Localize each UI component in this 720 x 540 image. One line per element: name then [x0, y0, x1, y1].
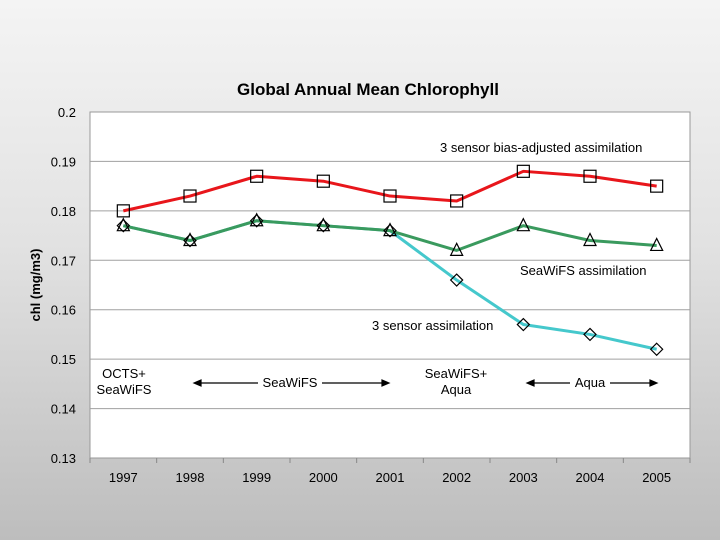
annotation-bias-adjusted: 3 sensor bias-adjusted assimilation [440, 140, 642, 155]
x-tick-label: 2000 [309, 470, 338, 485]
annotation-octs-line2: SeaWiFS [97, 382, 152, 397]
data-point-triangle [449, 242, 464, 256]
data-point-square [583, 169, 597, 183]
data-point-square [183, 189, 197, 203]
annotation-octs-line1: OCTS+ [102, 366, 146, 381]
data-point-square [650, 179, 664, 193]
x-tick-label: 2002 [442, 470, 471, 485]
data-point-square [383, 189, 397, 203]
x-tick-label: 1997 [109, 470, 138, 485]
data-point-triangle [383, 222, 397, 237]
y-tick-label: 0.13 [51, 451, 76, 466]
x-axis-ticks: 1997 1998 1999 2000 2001 2002 2003 2004 2005 [89, 458, 691, 485]
annotation-three-sensor: 3 sensor assimilation [372, 318, 493, 333]
series-line [123, 169, 657, 213]
annotation-seawifs-period: SeaWiFS [263, 375, 318, 390]
seawifs-period-arrowhead-left [192, 379, 202, 387]
data-point-diamond [383, 223, 397, 238]
data-point-diamond [516, 317, 531, 332]
data-point-diamond [316, 218, 331, 233]
data-point-triangle [516, 217, 531, 232]
data-point-diamond [183, 233, 197, 248]
y-tick-label: 0.16 [51, 303, 76, 318]
x-tick-label: 1999 [242, 470, 271, 485]
data-point-square [250, 169, 264, 183]
y-tick-label: 0.15 [51, 352, 76, 367]
x-tick-label: 2001 [376, 470, 405, 485]
data-point-triangle [583, 232, 597, 247]
seawifs-period-arrowhead-right [381, 379, 391, 387]
series-group [116, 164, 664, 357]
y-tick-label: 0.18 [51, 204, 76, 219]
data-point-square [316, 174, 330, 188]
y-axis-label: chl (mg/m3) [28, 249, 43, 322]
data-point-diamond [116, 218, 131, 233]
aqua-period-arrowhead-right [649, 379, 659, 387]
annotation-seawifs-assimilation: SeaWiFS assimilation [520, 263, 646, 278]
y-tick-label: 0.19 [51, 154, 76, 169]
data-point-diamond [583, 327, 597, 342]
data-point-diamond [249, 213, 264, 228]
y-tick-label: 0.2 [58, 105, 76, 120]
data-point-square [516, 164, 530, 178]
series-square [123, 169, 657, 213]
data-point-square [116, 204, 130, 218]
annotation-seawifs-aqua-line1: SeaWiFS+ [425, 366, 488, 381]
annotation-seawifs-aqua-line2: Aqua [441, 382, 472, 397]
x-tick-label: 1998 [176, 470, 205, 485]
plot-background [89, 111, 691, 459]
y-tick-label: 0.17 [51, 253, 76, 268]
data-point-triangle [316, 217, 331, 232]
y-tick-label: 0.14 [51, 402, 76, 417]
y-axis-ticks: 0.2 0.19 0.18 0.17 0.16 0.15 0.14 0.13 [51, 105, 76, 466]
data-point-triangle [249, 212, 264, 227]
data-point-diamond [449, 273, 464, 287]
grid-lines [90, 160, 690, 410]
x-tick-label: 2005 [642, 470, 671, 485]
x-tick-label: 2003 [509, 470, 538, 485]
plot-area [89, 111, 691, 459]
series-line [123, 219, 657, 252]
annotation-aqua-period: Aqua [575, 375, 606, 390]
x-tick-label: 2004 [576, 470, 605, 485]
data-point-triangle [649, 237, 664, 252]
chart-title: Global Annual Mean Chlorophyll [237, 80, 499, 99]
data-point-triangle [116, 217, 131, 232]
data-point-square [450, 194, 464, 208]
data-point-triangle [183, 232, 197, 247]
aqua-period-arrowhead-left [525, 379, 535, 387]
data-point-diamond [649, 342, 664, 357]
series-triangle [123, 219, 657, 252]
period-arrows [192, 379, 659, 387]
